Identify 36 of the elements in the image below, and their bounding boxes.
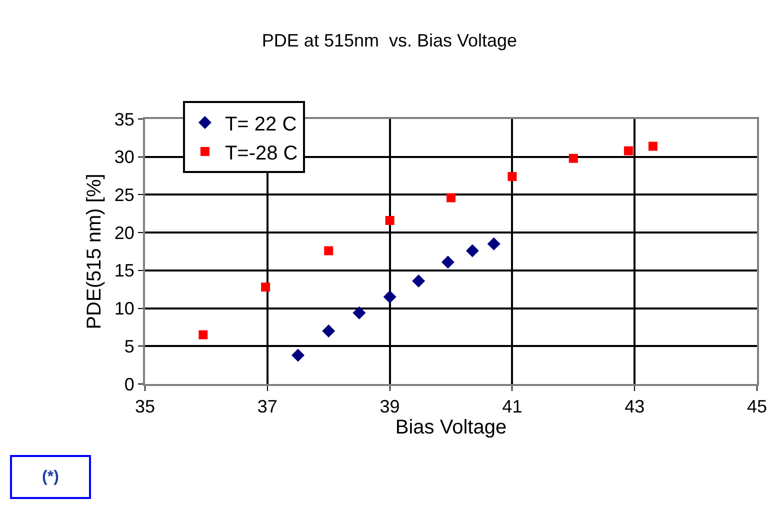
text: (*) [42,468,59,486]
point [322,324,336,338]
x-tick-label: 43 [624,396,645,417]
point [568,154,578,163]
legend-label: T=-28 C [224,142,298,164]
y-tick-label: 5 [124,336,134,356]
point [324,246,334,256]
y-tick-label: 0 [124,374,134,394]
point [624,146,633,156]
y-tick-label: 10 [114,298,134,319]
point [352,306,366,320]
x-tick-label: 39 [380,396,400,417]
point [466,244,479,258]
point [412,274,426,288]
point [648,142,658,151]
y-tick-label: 20 [114,222,134,243]
point [261,282,270,292]
legend-label: T= 22 C [224,113,297,136]
point [198,330,208,340]
y-tick-label: 25 [114,185,134,206]
y-axis-title: PDE(515 nm) [%] [83,174,106,330]
point [385,216,394,225]
point [487,237,500,250]
chart-title: PDE at 515nm vs. Bias Voltage [262,30,518,51]
point [441,256,454,269]
point [446,193,456,202]
y-tick-label: 15 [114,260,134,281]
point [508,172,517,182]
point [383,290,396,304]
x-tick-label: 45 [746,396,768,417]
y-tick-label: 30 [114,147,134,168]
x-tick-label: 37 [257,396,278,417]
x-tick-label: 41 [502,396,522,417]
x-axis-title: Bias Voltage [395,416,507,439]
y-tick-label: 35 [114,109,134,130]
point [292,348,304,362]
